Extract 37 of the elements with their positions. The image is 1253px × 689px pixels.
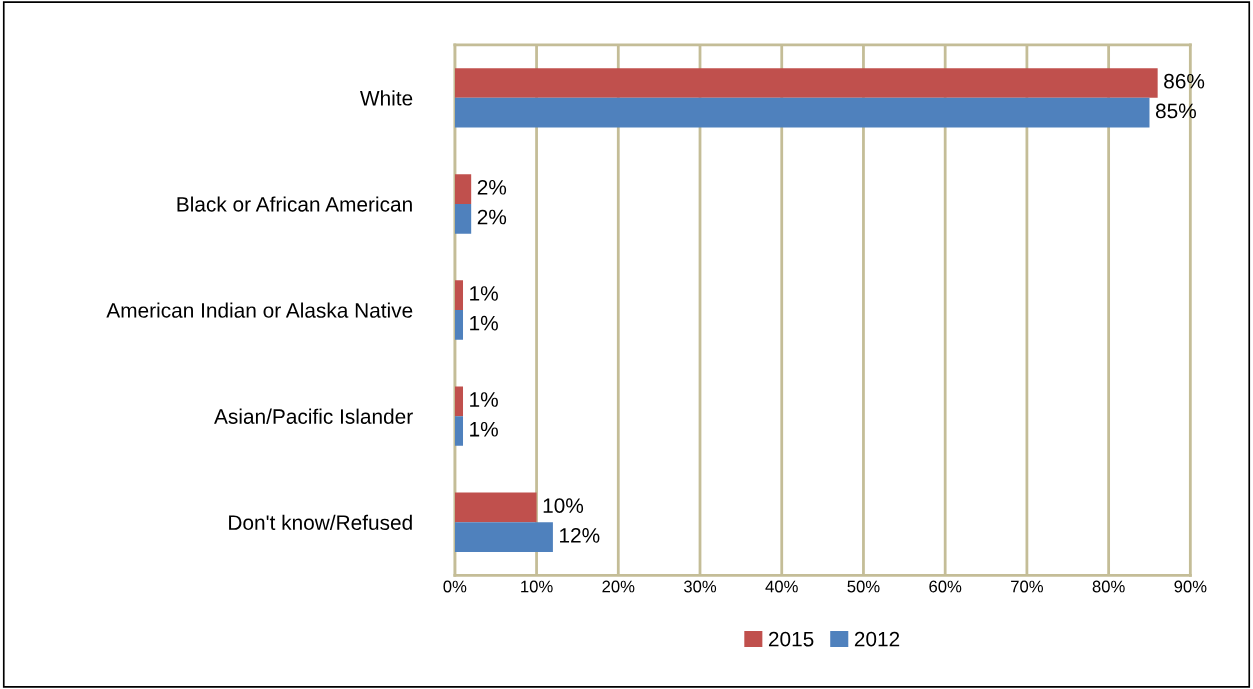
x-tick-label: 30% — [683, 580, 717, 593]
legend-label: 2012 — [854, 631, 900, 647]
bar — [454, 310, 464, 340]
data-label: 2% — [477, 179, 507, 195]
data-label: 1% — [470, 315, 498, 331]
bar — [454, 174, 472, 204]
y-tick-label: American Indian or Alaska Native — [106, 302, 413, 318]
y-tick-label: Black or African American — [177, 196, 412, 212]
bar — [454, 492, 537, 523]
legend-label: 2015 — [768, 631, 814, 647]
x-tick-label: 60% — [929, 580, 962, 593]
bar — [454, 522, 553, 552]
data-label: 1% — [470, 421, 498, 437]
data-label: 2% — [477, 209, 507, 225]
data-label: 85% — [1155, 103, 1196, 119]
bar — [454, 280, 464, 311]
bar — [454, 68, 1158, 98]
x-tick-label: 90% — [1174, 580, 1207, 593]
y-tick-label: Asian/Pacific Islander — [214, 408, 413, 424]
data-label: 1% — [470, 392, 498, 407]
x-tick-label: 80% — [1092, 580, 1125, 593]
bar — [454, 416, 464, 446]
y-tick-label: Don't know/Refused — [229, 514, 412, 531]
x-tick-label: 20% — [602, 580, 635, 593]
data-label: 86% — [1164, 73, 1205, 89]
x-tick-label: 40% — [765, 580, 798, 593]
bar — [454, 97, 1150, 128]
x-tick-label: 0% — [443, 580, 467, 593]
y-tick-label: White — [360, 90, 413, 106]
data-label: 10% — [543, 498, 584, 513]
x-tick-label: 70% — [1011, 580, 1043, 593]
bar — [454, 203, 472, 234]
data-label: 1% — [470, 286, 498, 301]
bar — [454, 386, 464, 417]
x-tick-label: 10% — [521, 580, 553, 593]
data-label: 12% — [560, 527, 600, 543]
x-tick-label: 50% — [847, 580, 880, 593]
